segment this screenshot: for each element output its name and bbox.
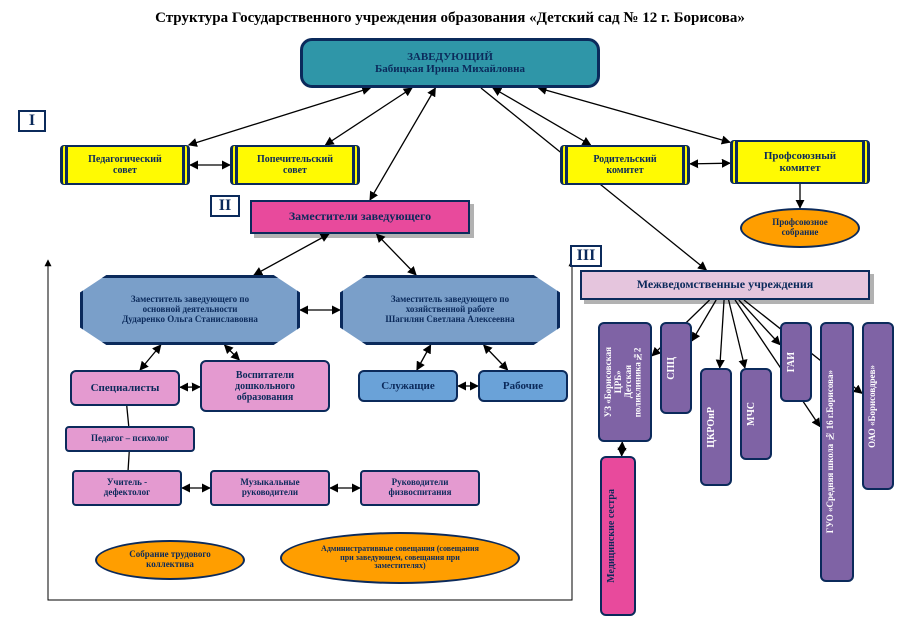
node-mezh: Межведомственные учреждения: [580, 270, 870, 300]
node-ckronr: ЦКРОиР: [700, 368, 732, 486]
node-union_comm: Профсоюзныйкомитет: [730, 140, 870, 184]
roman-III: III: [570, 245, 602, 267]
node-ped_council: Педагогическийсовет: [60, 145, 190, 185]
node-dep_main: Заместитель заведующего поосновной деяте…: [80, 275, 300, 345]
node-uz_crb: УЗ «БорисовскаяЦРБ»Детскаяполиклиника№2: [598, 322, 652, 442]
node-sluzh: Служащие: [358, 370, 458, 402]
node-admin_meet: Административные совещания (совещанияпри…: [280, 532, 520, 584]
node-medsester: Медицинские сестра: [600, 456, 636, 616]
node-mchs: МЧС: [740, 368, 772, 460]
node-director: ЗАВЕДУЮЩИЙБабицкая Ирина Михайловна: [300, 38, 600, 88]
node-fizvosp: Руководителифизвоспитания: [360, 470, 480, 506]
node-school16: ГУО «Средняя школа № 16 г.Борисова»: [820, 322, 854, 582]
node-oao: ОАО «Борисовдрев»: [862, 322, 894, 490]
node-union_meet: Профсоюзноесобрание: [740, 208, 860, 248]
node-music: Музыкальныеруководители: [210, 470, 330, 506]
node-defect: Учитель -дефектолог: [72, 470, 182, 506]
node-deputies: Заместители заведующего: [250, 200, 470, 234]
node-pop_council: Попечительскийсовет: [230, 145, 360, 185]
node-ped_psych: Педагог – психолог: [65, 426, 195, 452]
roman-II: II: [210, 195, 240, 217]
node-parent_comm: Родительскийкомитет: [560, 145, 690, 185]
node-rabochie: Рабочие: [478, 370, 568, 402]
roman-I: I: [18, 110, 46, 132]
node-specialists: Специалисты: [70, 370, 180, 406]
node-dep_hoz: Заместитель заведующего похозяйственной …: [340, 275, 560, 345]
node-gai: ГАИ: [780, 322, 812, 402]
node-vospitateli: Воспитателидошкольногообразования: [200, 360, 330, 412]
node-labor_meet: Собрание трудовогоколлектива: [95, 540, 245, 580]
node-spc: СПЦ: [660, 322, 692, 414]
